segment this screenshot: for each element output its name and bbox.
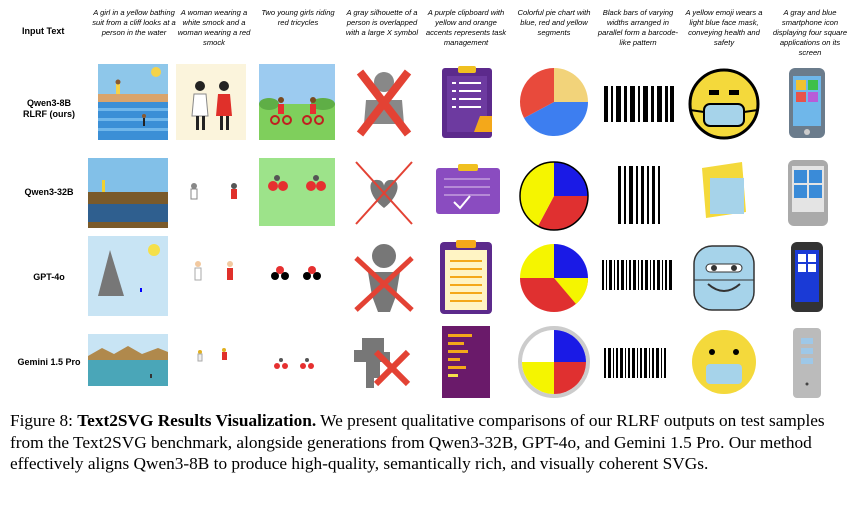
image-r3-c5 [430, 236, 508, 316]
image-r3-c8 [686, 236, 764, 316]
prompt-4: A gray silhouette of a person is overlap… [345, 8, 419, 37]
image-r2-c8 [686, 158, 764, 238]
image-r1-c3 [259, 64, 337, 144]
prompt-9: A gray and blue smartphone icon displayi… [772, 8, 848, 57]
row-label-gpt-4o: GPT-4o [8, 272, 90, 283]
image-r3-c7 [600, 236, 678, 316]
caption-prefix: Figure 8: [10, 411, 78, 430]
image-r3-c1 [88, 236, 168, 316]
image-r3-c9 [780, 236, 857, 316]
image-r3-c6 [516, 240, 594, 320]
image-r4-c7 [600, 322, 678, 402]
figure-caption: Figure 8: Text2SVG Results Visualization… [10, 410, 850, 475]
image-r3-c4 [346, 236, 424, 316]
prompt-2: A woman wearing a white smock and a woma… [177, 8, 251, 47]
row-label-line: Gemini 1.5 Pro [17, 357, 81, 367]
image-r2-c7 [600, 158, 678, 238]
image-r1-c5 [430, 64, 508, 144]
image-r1-c7 [600, 64, 678, 144]
image-r2-c2 [176, 158, 254, 238]
prompt-5: A purple clipboard with yellow and orang… [425, 8, 507, 47]
image-r4-c3 [259, 322, 337, 402]
prompt-3: Two young girls riding red tricycles [261, 8, 335, 27]
image-r4-c6 [516, 322, 594, 402]
row-label-line: RLRF (ours) [23, 109, 75, 119]
image-r1-c6 [516, 64, 594, 144]
prompt-8: A yellow emoji wears a light blue face m… [685, 8, 763, 47]
prompt-1: A girl in a yellow bathing suit from a c… [92, 8, 176, 37]
image-r4-c1 [88, 322, 168, 402]
image-r1-c4 [346, 64, 424, 144]
prompt-6: Colorful pie chart with blue, red and ye… [517, 8, 591, 37]
image-r2-c6 [516, 158, 594, 238]
image-r4-c4 [346, 322, 424, 402]
row-label-line: GPT-4o [33, 272, 65, 282]
image-r4-c2 [176, 322, 254, 402]
prompt-7: Black bars of varying widths arranged in… [597, 8, 679, 47]
image-r4-c8 [686, 322, 764, 402]
row-label-qwen3-8b: Qwen3-8B RLRF (ours) [8, 98, 90, 120]
image-r1-c9 [780, 64, 857, 144]
image-r1-c2 [176, 64, 254, 144]
image-r3-c3 [259, 236, 337, 316]
image-r1-c8 [686, 64, 764, 144]
input-text-header: Input Text [22, 26, 65, 36]
caption-title: Text2SVG Results Visualization. [77, 411, 317, 430]
image-r2-c4 [346, 158, 424, 238]
image-r2-c1 [88, 158, 168, 238]
caption-body: We present qualitative comparisons of ou… [10, 411, 825, 473]
image-r2-c9 [780, 158, 857, 238]
image-r2-c3 [259, 158, 337, 238]
row-label-line: Qwen3-32B [24, 187, 74, 197]
image-r3-c2 [176, 236, 254, 316]
row-label-gemini: Gemini 1.5 Pro [8, 357, 90, 368]
image-r1-c1 [98, 64, 176, 144]
row-label-qwen3-32b: Qwen3-32B [8, 187, 90, 198]
image-r2-c5 [430, 158, 508, 238]
image-r4-c5 [430, 322, 508, 402]
row-label-line: Qwen3-8B [26, 98, 71, 108]
image-r4-c9 [780, 322, 857, 402]
